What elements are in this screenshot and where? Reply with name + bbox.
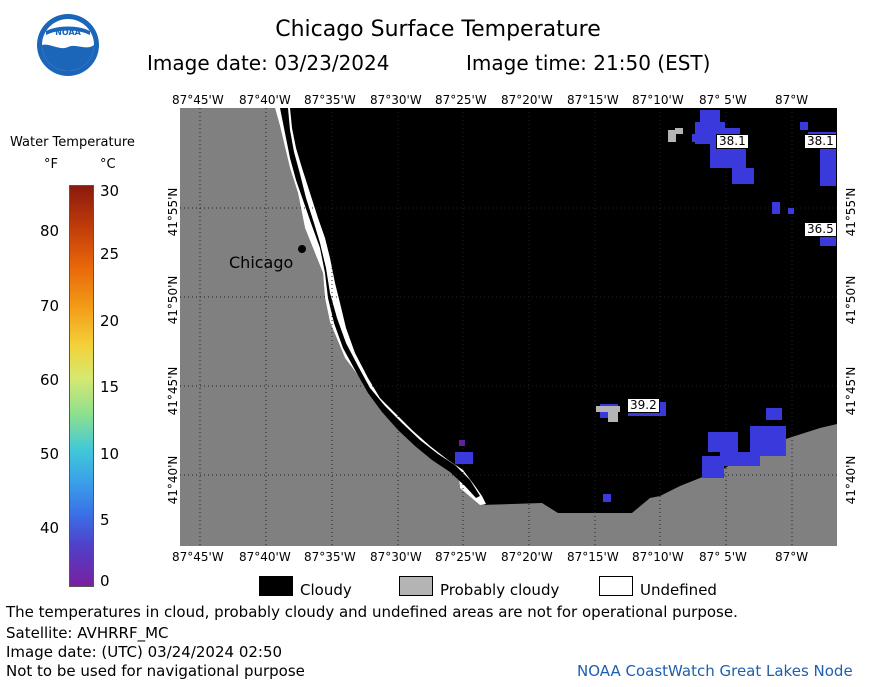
lon-label-top: 87°10'W [632, 93, 684, 107]
lon-label-top: 87°45'W [172, 93, 224, 107]
lon-label-bottom: 87°15'W [567, 550, 619, 564]
lon-label-top: 87°20'W [501, 93, 553, 107]
image-date: Image date: 03/23/2024 [147, 51, 390, 75]
lat-label-right: 41°45'N [844, 366, 858, 416]
temp-label: 36.5 [804, 222, 837, 237]
fahrenheit-tick: 40 [40, 519, 60, 537]
fahrenheit-tick: 80 [40, 222, 60, 240]
probably-cloudy-swatch [399, 576, 433, 596]
unit-fahrenheit: °F [44, 157, 58, 172]
navigation-note: Not to be used for navigational purpose [6, 662, 305, 680]
lon-label-bottom: 87°20'W [501, 550, 553, 564]
lat-label-left: 41°50'N [166, 275, 180, 325]
lon-label-top: 87°40'W [239, 93, 291, 107]
lon-label-top: 87°W [775, 93, 809, 107]
page-title: Chicago Surface Temperature [275, 17, 601, 42]
lat-label-right: 41°50'N [844, 275, 858, 325]
lat-label-left: 41°40'N [166, 455, 180, 505]
lon-label-top: 87°35'W [304, 93, 356, 107]
satellite-text: Satellite: AVHRRF_MC [6, 624, 169, 642]
lon-label-bottom: 87°25'W [435, 550, 487, 564]
celsius-tick: 15 [100, 378, 120, 396]
celsius-tick: 5 [100, 511, 110, 529]
lon-label-bottom: 87°45'W [172, 550, 224, 564]
lat-label-left: 41°55'N [166, 187, 180, 237]
celsius-tick: 30 [100, 182, 120, 200]
cloudy-swatch [259, 576, 293, 596]
fahrenheit-tick: 50 [40, 445, 60, 463]
probably-cloudy-patches [596, 128, 683, 422]
color-scale-bar [69, 185, 94, 587]
lon-label-bottom: 87°40'W [239, 550, 291, 564]
celsius-tick: 10 [100, 445, 120, 463]
chicago-marker [298, 245, 306, 253]
undefined-swatch [599, 576, 633, 596]
cloudy-label: Cloudy [300, 581, 352, 599]
noaa-logo: NOAA [37, 14, 99, 76]
image-time: Image time: 21:50 (EST) [466, 51, 711, 75]
celsius-tick: 0 [100, 572, 110, 590]
temp-label: 38.1 [804, 134, 837, 149]
lat-label-right: 41°55'N [844, 187, 858, 237]
lon-label-top: 87°15'W [567, 93, 619, 107]
lon-label-top: 87° 5'W [699, 93, 747, 107]
temp-label: 39.2 [627, 398, 660, 413]
lat-label-right: 41°40'N [844, 455, 858, 505]
lon-label-bottom: 87°35'W [304, 550, 356, 564]
fahrenheit-tick: 70 [40, 297, 60, 315]
lat-label-left: 41°45'N [166, 366, 180, 416]
fahrenheit-tick: 60 [40, 371, 60, 389]
lon-label-bottom: 87° 5'W [699, 550, 747, 564]
footer-note: The temperatures in cloud, probably clou… [6, 603, 738, 621]
map-grid [180, 108, 837, 546]
undefined-label: Undefined [640, 581, 717, 599]
svg-text:NOAA: NOAA [55, 28, 81, 37]
utc-date-text: Image date: (UTC) 03/24/2024 02:50 [6, 643, 283, 661]
cloudy-lake-area [275, 108, 837, 513]
unit-celsius: °C [100, 157, 116, 172]
temp-label: 38.1 [716, 134, 749, 149]
celsius-tick: 20 [100, 312, 120, 330]
legend-title: Water Temperature [10, 135, 135, 150]
lon-label-bottom: 87°10'W [632, 550, 684, 564]
celsius-tick: 25 [100, 245, 120, 263]
lon-label-bottom: 87°30'W [370, 550, 422, 564]
probably-cloudy-label: Probably cloudy [440, 581, 560, 599]
lon-label-top: 87°30'W [370, 93, 422, 107]
lon-label-top: 87°25'W [435, 93, 487, 107]
city-label-chicago: Chicago [229, 253, 294, 272]
credit-link[interactable]: NOAA CoastWatch Great Lakes Node [577, 662, 853, 680]
lon-label-bottom: 87°W [775, 550, 809, 564]
temperature-map [180, 108, 837, 546]
